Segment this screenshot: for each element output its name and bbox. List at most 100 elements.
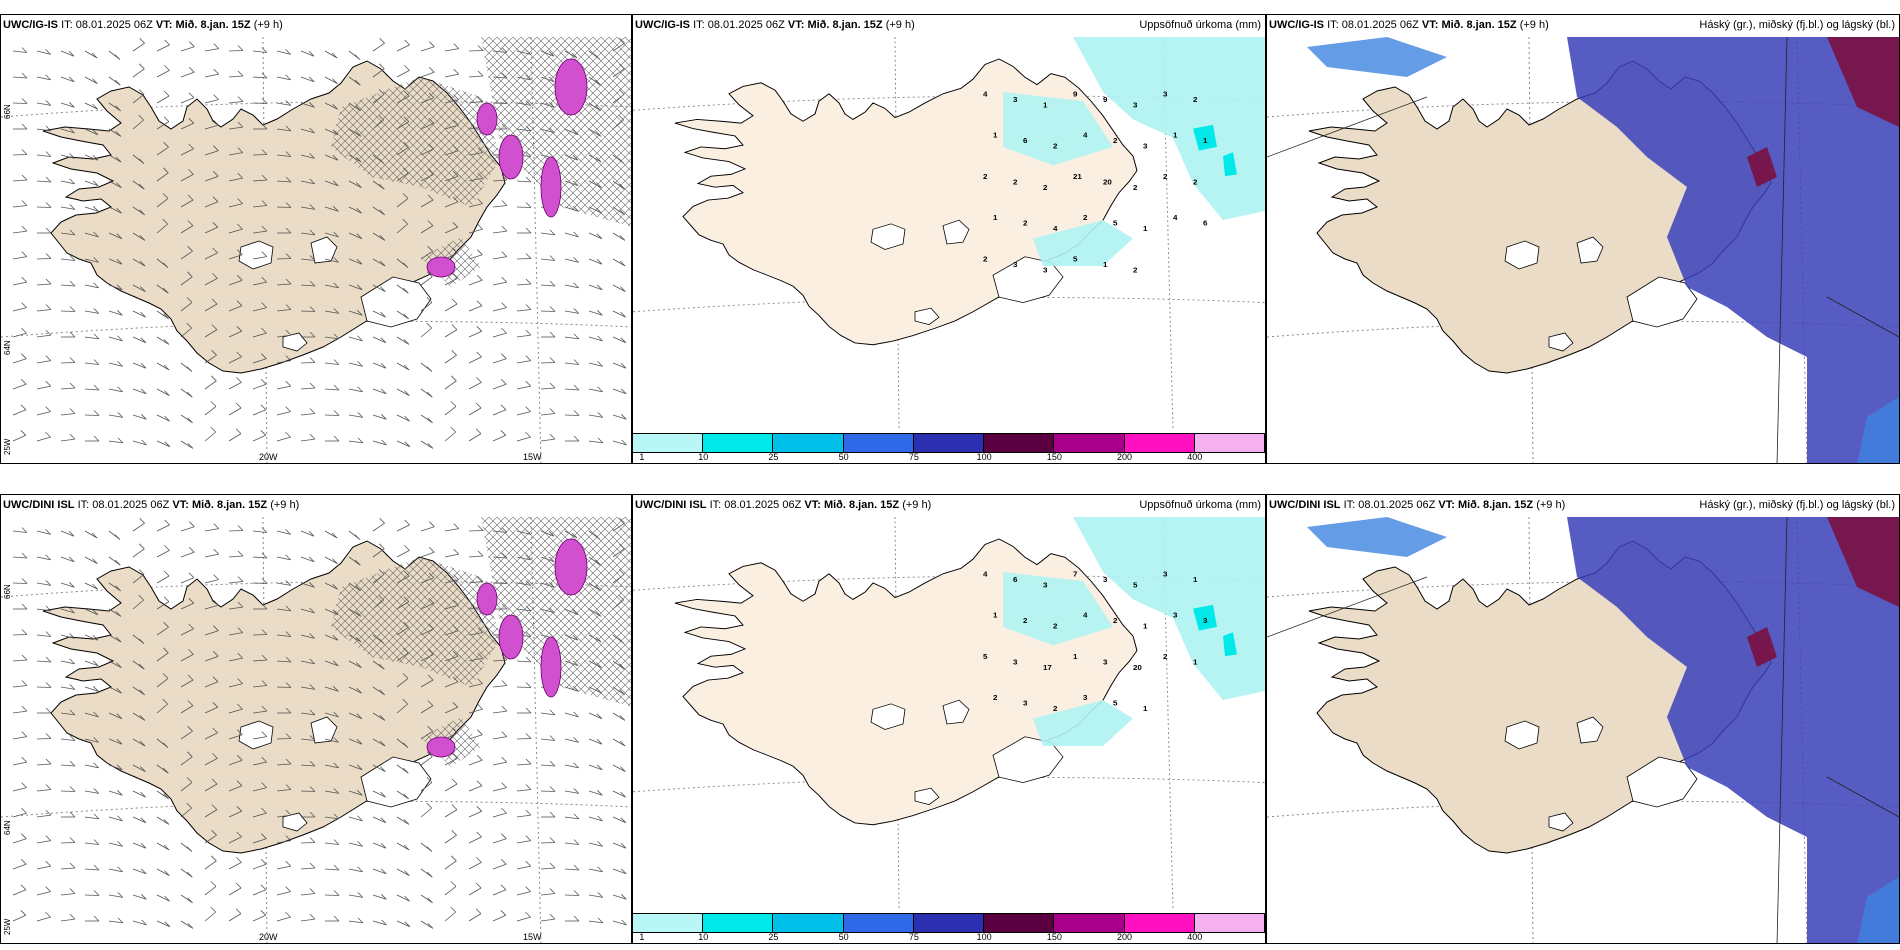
colorbar-swatch bbox=[1054, 434, 1125, 452]
it-label: IT: bbox=[1327, 19, 1339, 31]
lead-time: (+9 h) bbox=[902, 499, 932, 511]
colorbar-tick-label: 1 bbox=[639, 932, 645, 942]
precip-value: 5 bbox=[1113, 699, 1118, 708]
iceland-map bbox=[1, 37, 631, 463]
colorbar-tick-label: 400 bbox=[1187, 452, 1203, 462]
precip-value: 3 bbox=[1013, 260, 1017, 269]
precip-value: 2 bbox=[1133, 266, 1137, 275]
precip-colorbar: 1 10 25 50 75 100 150 200 400 bbox=[633, 429, 1265, 463]
colorbar-tick-label: 400 bbox=[1187, 932, 1203, 942]
colorbar-tick-label: 75 bbox=[908, 452, 919, 462]
iceland-map bbox=[1, 517, 631, 943]
latitude-label: 66N bbox=[3, 104, 12, 119]
precip-value: 3 bbox=[1023, 699, 1027, 708]
panel-header: UWC/DINI ISL IT: 08.01.2025 06Z VT: Mið.… bbox=[1269, 499, 1565, 511]
it-value: 08.01.2025 06Z bbox=[707, 19, 785, 31]
precip-value: 3 bbox=[1163, 570, 1167, 579]
colorbar-swatch bbox=[703, 434, 774, 452]
precip-value: 2 bbox=[983, 255, 987, 264]
colorbar-swatch bbox=[843, 914, 914, 932]
colorbar-tick-label: 200 bbox=[1117, 452, 1133, 462]
panel-field-title: Uppsöfnuð úrkoma (mm) bbox=[1139, 19, 1261, 31]
precip-value: 1 bbox=[1193, 575, 1198, 584]
precip-value: 5 bbox=[1133, 581, 1138, 590]
model-name: UWC/DINI ISL bbox=[1269, 499, 1341, 511]
precip-value: 3 bbox=[1013, 95, 1017, 104]
colorbar-swatch bbox=[843, 434, 914, 452]
colorbar-tick-label: 10 bbox=[698, 932, 709, 942]
precip-value: 1 bbox=[1103, 260, 1108, 269]
panel-header: UWC/IG-IS IT: 08.01.2025 06Z VT: Mið. 8.… bbox=[3, 19, 283, 31]
precip-value: 5 bbox=[1113, 219, 1118, 228]
precip-value: 1 bbox=[1143, 622, 1148, 631]
latitude-label: 25W bbox=[3, 438, 12, 455]
precip-value: 20 bbox=[1103, 178, 1112, 187]
it-label: IT: bbox=[709, 499, 722, 511]
precip-value: 5 bbox=[983, 652, 988, 661]
precip-value: 20 bbox=[1133, 663, 1142, 672]
panel-header: UWC/IG-IS IT: 08.01.2025 06Z VT: Mið. 8.… bbox=[1269, 19, 1549, 31]
lead-time: (+9 h) bbox=[270, 499, 300, 511]
longitude-label: 15W bbox=[523, 932, 542, 942]
latitude-label: 25W bbox=[3, 918, 12, 935]
precip-value: 2 bbox=[1113, 617, 1117, 626]
precip-value: 6 bbox=[1013, 575, 1017, 584]
precip-map-panel-dini: UWC/DINI ISL IT: 08.01.2025 06Z VT: Mið.… bbox=[632, 494, 1266, 944]
precip-value: 3 bbox=[1043, 266, 1047, 275]
vt-value: Mið. 8.jan. 15Z bbox=[191, 499, 268, 511]
precip-intensity-areas bbox=[426, 58, 588, 278]
it-value: 08.01.2025 06Z bbox=[724, 499, 802, 511]
colorbar-tick-label: 100 bbox=[976, 452, 992, 462]
lead-time: (+9 h) bbox=[1519, 19, 1549, 31]
precip-value: 3 bbox=[1043, 581, 1047, 590]
precip-value: 7 bbox=[1073, 570, 1077, 579]
colorbar-swatch bbox=[913, 914, 985, 932]
colorbar-tick-label: 200 bbox=[1117, 932, 1133, 942]
it-value: 08.01.2025 06Z bbox=[92, 499, 170, 511]
colorbar-swatch bbox=[703, 914, 774, 932]
latitude-label: 64N bbox=[3, 820, 12, 835]
precip-value: 4 bbox=[1173, 213, 1178, 222]
vt-value: Mið. 8.jan. 15Z bbox=[175, 19, 251, 31]
precip-value: 17 bbox=[1043, 663, 1052, 672]
precip-value: 3 bbox=[1013, 658, 1017, 667]
colorbar-swatch bbox=[984, 914, 1055, 932]
vt-value: Mið. 8.jan. 15Z bbox=[823, 499, 900, 511]
precip-value: 2 bbox=[1053, 622, 1057, 631]
precip-value: 2 bbox=[1053, 704, 1057, 713]
vt-value: Mið. 8.jan. 15Z bbox=[1457, 499, 1534, 511]
precip-value: 3 bbox=[1133, 101, 1137, 110]
panel-field-title: Uppsöfnuð úrkoma (mm) bbox=[1139, 499, 1261, 511]
precip-map-panel-igis: UWC/IG-IS IT: 08.01.2025 06Z VT: Mið. 8.… bbox=[632, 14, 1266, 464]
precip-areas bbox=[1003, 517, 1265, 746]
precip-value: 4 bbox=[1083, 611, 1088, 620]
vt-value: Mið. 8.jan. 15Z bbox=[1441, 19, 1517, 31]
lead-time: (+9 h) bbox=[253, 19, 283, 31]
precip-value: 2 bbox=[1023, 219, 1027, 228]
precip-value: 1 bbox=[1203, 137, 1208, 146]
cloud-cover-areas bbox=[1307, 517, 1899, 943]
vt-label: VT: bbox=[804, 499, 821, 511]
vt-label: VT: bbox=[1421, 19, 1439, 31]
latitude-label: 64N bbox=[3, 340, 12, 355]
precip-value: 2 bbox=[1023, 617, 1027, 626]
precip-value: 3 bbox=[1103, 658, 1107, 667]
precip-value: 3 bbox=[1203, 617, 1207, 626]
vt-label: VT: bbox=[172, 499, 189, 511]
precip-value: 4 bbox=[983, 90, 988, 99]
precip-value: 2 bbox=[1013, 178, 1017, 187]
precip-value: 2 bbox=[1193, 178, 1197, 187]
model-name: UWC/DINI ISL bbox=[635, 499, 707, 511]
it-value: 08.01.2025 06Z bbox=[1341, 19, 1419, 31]
precip-value: 3 bbox=[1143, 142, 1147, 151]
colorbar-swatch bbox=[1124, 914, 1195, 932]
precip-value: 3 bbox=[1163, 90, 1167, 99]
longitude-label: 20W bbox=[259, 452, 278, 462]
precip-value: 1 bbox=[993, 611, 998, 620]
colorbar-tick-label: 100 bbox=[976, 932, 992, 942]
it-value: 08.01.2025 06Z bbox=[75, 19, 153, 31]
precip-value: 4 bbox=[1053, 224, 1058, 233]
colorbar-tick-label: 10 bbox=[698, 452, 709, 462]
precip-colorbar: 1 10 25 50 75 100 150 200 400 bbox=[633, 909, 1265, 943]
